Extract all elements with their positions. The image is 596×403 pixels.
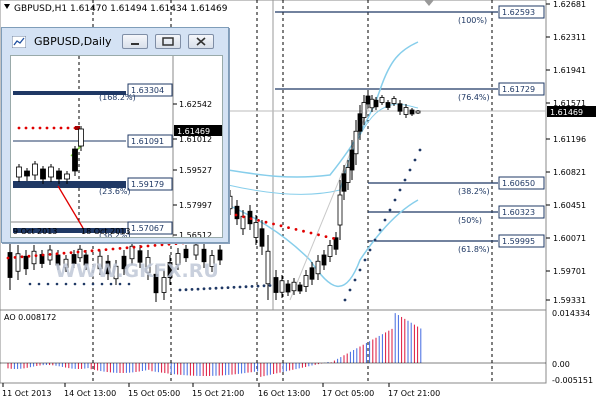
- daily-candles: [16, 126, 84, 184]
- bollinger-upper: [227, 41, 419, 178]
- daily-price-axis-label: 1.59527: [179, 166, 212, 175]
- daily-level-price-box: [127, 221, 173, 235]
- chart-header-title: GBPUSD,H1 1.61470 1.61494 1.61434 1.6146…: [14, 4, 228, 14]
- minimize-button[interactable]: [122, 34, 148, 49]
- fib-price-label: 1.62593: [502, 8, 535, 17]
- daily-level-percent: (38.2%): [99, 231, 131, 237]
- daily-level-price: 1.57067: [131, 224, 164, 233]
- daily-level-bar-mid: [13, 181, 126, 188]
- fib-price-box: [498, 82, 545, 96]
- price-axis-label: 1.59701: [553, 267, 586, 276]
- time-axis: 11 Oct 2013 14 Oct 13:00 15 Oct 05:00 15 Oc…: [2, 383, 440, 398]
- daily-time-label-2: 18 Oct 2013: [81, 227, 130, 236]
- daily-level-price: 1.63304: [131, 86, 164, 95]
- price-axis-label: 1.60821: [553, 168, 586, 177]
- fib-percent-label: (50%): [458, 216, 482, 225]
- fib-percent-label: (76.4%): [458, 93, 490, 102]
- daily-level-labels[interactable]: 1.63304(168.2%) 1.61091 1.59179(23.6%) 1.57…: [99, 83, 173, 240]
- time-axis-label: 11 Oct 2013: [2, 389, 51, 398]
- price-axis-label: 1.60451: [553, 201, 586, 210]
- daily-price-axis: 1.62542 1.61012 1.59527 1.57997 1.56512: [173, 100, 212, 240]
- fib-price-label: 1.59995: [502, 237, 535, 246]
- ao-label: AO 0.008172: [4, 313, 56, 322]
- close-icon: [196, 37, 206, 46]
- current-price-marker: [547, 106, 596, 117]
- daily-level-bar-bottom: [13, 228, 126, 233]
- fib-price-label: 1.60323: [502, 208, 535, 217]
- fib-percent-label: (100%): [458, 16, 487, 25]
- time-axis-label: 15 Oct 21:00: [192, 389, 244, 398]
- price-axis-label: 1.61941: [553, 66, 586, 75]
- child-window-title: GBPUSD,Daily: [34, 35, 112, 48]
- bollinger-lower: [227, 199, 419, 287]
- maximize-icon: [162, 37, 174, 46]
- fib-price-box: [498, 5, 545, 19]
- daily-level-price-box: [127, 83, 173, 97]
- fibonacci-levels[interactable]: 1.62593 (100%) 1.61729 (76.4%) 1.60650 (38.2%…: [275, 0, 545, 254]
- child-window-titlebar[interactable]: GBPUSD,Daily: [2, 28, 228, 54]
- close-button[interactable]: [188, 34, 214, 49]
- daily-level-bar-top: [13, 91, 126, 95]
- fib-percent-label: (61.8%): [458, 245, 490, 254]
- scroll-marker-icon: [424, 0, 434, 6]
- daily-level-price-box: [127, 177, 173, 191]
- daily-chart-canvas[interactable]: 1.63304(168.2%) 1.61091 1.59179(23.6%) 1.57…: [11, 56, 222, 240]
- price-axis-label: 1.61571: [553, 99, 586, 108]
- daily-parabolic-sar: [17, 126, 80, 130]
- period-separators: [92, 0, 493, 383]
- maximize-button[interactable]: [155, 34, 181, 49]
- price-axis-label: 1.62681: [553, 0, 586, 9]
- daily-level-percent: (168.2%): [99, 93, 136, 102]
- price-axis-label: 1.61196: [553, 135, 586, 144]
- daily-chart-area[interactable]: 1.63304 (168.2%) 1.61091 1.59179 (23.6%) 1.57…: [10, 55, 223, 240]
- ao-axis-label: -0.005151: [552, 376, 593, 385]
- price-axis-label: 1.62311: [553, 33, 586, 42]
- daily-price-axis-label: 1.62542: [179, 100, 212, 109]
- time-axis-label: 16 Oct 13:00: [258, 389, 310, 398]
- fib-percent-label: (38.2%): [458, 187, 490, 196]
- minimize-icon: [131, 43, 139, 45]
- fib-price-label: 1.60650: [502, 179, 535, 188]
- daily-level-percent: (23.6%): [99, 187, 131, 196]
- daily-level-price: 1.61091: [131, 137, 164, 146]
- price-axis-label: 1.60071: [553, 234, 586, 243]
- time-axis-label: 15 Oct 05:00: [128, 389, 180, 398]
- current-price-value: 1.61469: [550, 108, 583, 117]
- daily-current-price-marker: [174, 125, 222, 136]
- fib-price-label: 1.61729: [502, 85, 535, 94]
- ao-axis-label: 0.00: [552, 360, 570, 369]
- watermark-text: WWW.GKFX.RU: [55, 260, 219, 282]
- daily-level-price-box: [127, 134, 173, 148]
- chart-window-icon: [12, 36, 26, 48]
- daily-price-axis-label: 1.56512: [179, 231, 212, 237]
- daily-level-price: 1.59179: [131, 180, 164, 189]
- daily-chart-window[interactable]: GBPUSD,Daily 1.63304 (168.2%) 1.61091 1.591…: [1, 27, 229, 243]
- time-axis-label: 17 Oct 05:00: [322, 389, 374, 398]
- fib-price-box: [498, 176, 545, 190]
- fib-price-box: [498, 205, 545, 219]
- daily-current-price-value: 1.61469: [177, 127, 210, 136]
- time-axis-label: 14 Oct 13:00: [64, 389, 116, 398]
- daily-time-label-1: 9 Oct 2013: [13, 227, 57, 236]
- price-axis: 1.62681 1.62311 1.61941 1.61571 1.61196 1.608…: [546, 0, 586, 305]
- ao-histogram: [7, 313, 422, 377]
- ao-axis-label: 0.014334: [552, 309, 590, 318]
- fib-price-box: [498, 234, 545, 248]
- daily-price-axis-label: 1.57997: [179, 201, 212, 210]
- price-axis-label: 1.59331: [553, 296, 586, 305]
- ao-indicator-area[interactable]: [0, 309, 547, 384]
- daily-price-axis-label: 1.61012: [179, 135, 212, 144]
- chevron-down-icon[interactable]: [4, 4, 10, 9]
- time-axis-label: 17 Oct 21:00: [388, 389, 440, 398]
- daily-red-trendline: [57, 185, 84, 229]
- ao-axis: 0.014334 0.00 -0.005151: [552, 309, 593, 385]
